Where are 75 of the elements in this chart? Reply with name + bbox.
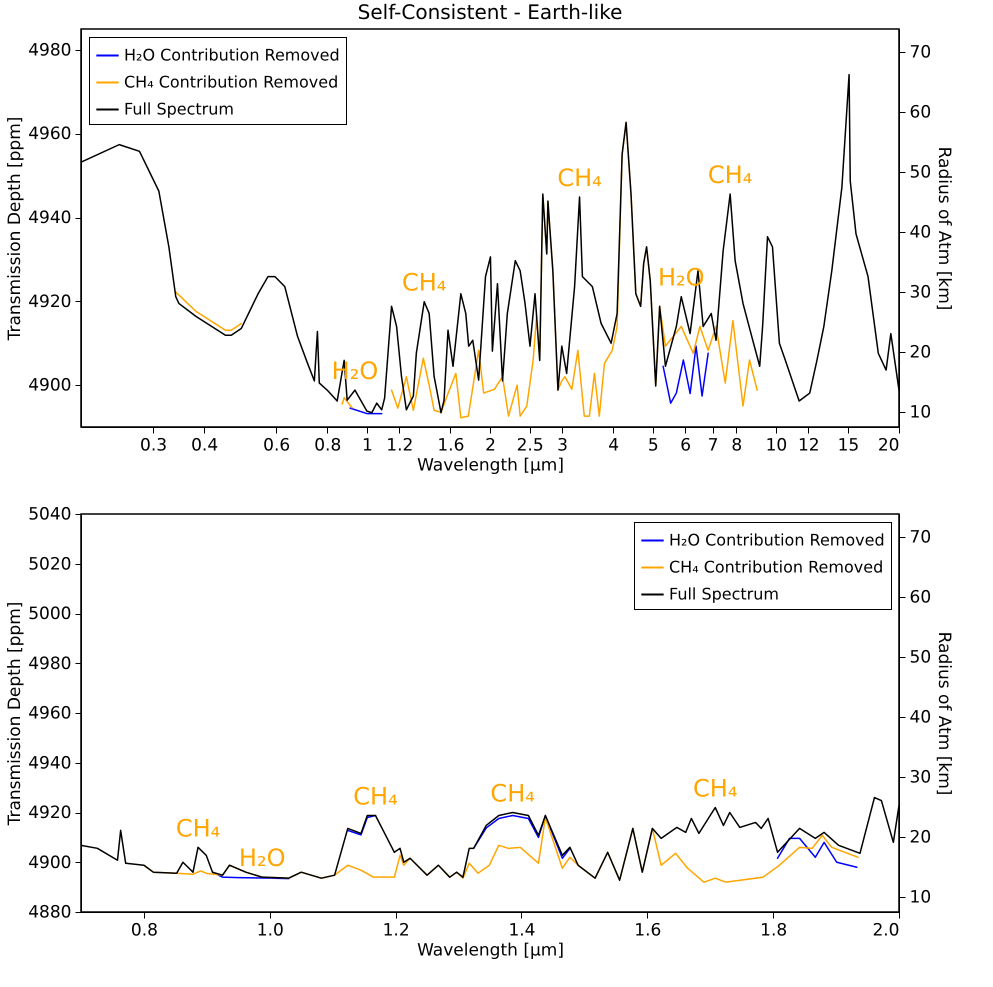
x-tick-label: 20 [878,436,900,456]
annotation: CH₄ [490,780,535,808]
y-tick-label: 5000 [28,604,72,624]
x-tick-label: 0.8 [314,436,342,456]
legend-label: H₂O Contribution Removed [124,46,340,64]
y2-axis-title: Radius of Atm [km] [934,632,954,796]
x-tick-label: 7 [708,436,718,456]
x-tick-label: 2 [485,436,496,456]
y-tick-label: 4960 [28,124,72,144]
y2-tick-label: 40 [910,222,932,242]
x-axis-title: Wavelength [μm] [417,940,564,960]
y-axis-title: Transmission Depth [ppm] [5,116,26,342]
y2-tick-label: 40 [910,707,932,728]
y-tick-label: 4920 [28,292,72,312]
x-tick-label: 4 [608,436,620,456]
x-axis-title: Wavelength [μm] [417,456,564,476]
y-tick-label: 4920 [28,803,72,823]
x-tick-label: 12 [798,436,820,456]
y2-tick-label: 10 [910,887,932,908]
y-tick-label: 4960 [28,704,72,724]
x-tick-label: 10 [766,436,788,456]
x-tick-label: 8 [731,436,742,456]
y-tick-label: 4940 [28,208,72,228]
x-tick-label: 0.3 [140,436,168,456]
annotation: CH₄ [708,161,752,190]
x-tick-label: 0.8 [130,920,158,940]
x-tick-label: 1 [362,436,373,456]
y2-tick-label: 20 [910,342,932,362]
x-tick-label: 0.4 [191,436,218,456]
y-axis-title: Transmission Depth [ppm] [5,602,26,826]
x-tick-label: 1.4 [508,920,536,940]
x-tick-label: 2.0 [872,920,900,940]
y2-tick-label: 30 [910,767,932,788]
annotation: CH₄ [353,782,398,810]
y-tick-label: 4940 [28,753,72,774]
x-tick-label: 15 [838,436,860,456]
y-tick-label: 4900 [28,852,72,873]
chart-title: Self-Consistent - Earth-like [358,0,622,24]
y2-tick-label: 10 [910,402,932,422]
x-tick-label: 5 [648,436,659,456]
legend-label: CH₄ Contribution Removed [669,558,884,576]
annotation: CH₄ [176,814,220,842]
x-tick-label: 1.0 [256,920,284,940]
y2-tick-label: 50 [910,162,932,182]
x-tick-label: 1.2 [382,920,410,940]
annotation: CH₄ [693,774,738,803]
y-tick-label: 4880 [28,902,72,922]
y2-tick-label: 70 [910,527,932,548]
legend-label: H₂O Contribution Removed [669,530,885,550]
x-tick-label: 2.5 [516,436,544,456]
x-tick-label: 1.2 [386,436,414,456]
x-tick-label: 1.8 [760,920,788,940]
annotation: CH₄ [402,268,446,297]
x-tick-label: 3 [557,436,568,456]
x-tick-label: 1.6 [634,920,662,940]
annotation: CH₄ [557,164,602,192]
legend-label: Full Spectrum [124,100,234,118]
y2-tick-label: 30 [910,282,932,302]
legend-label: Full Spectrum [669,584,779,604]
y-tick-label: 5040 [28,504,72,524]
y2-tick-label: 20 [910,827,932,848]
y2-tick-label: 70 [910,42,932,62]
y2-tick-label: 60 [910,102,932,122]
y-tick-label: 5020 [28,554,72,574]
y-tick-label: 4980 [28,654,72,674]
y-tick-label: 4900 [28,376,72,396]
legend-label: CH₄ Contribution Removed [124,72,338,92]
y2-tick-label: 50 [910,647,932,668]
y-tick-label: 4980 [28,40,72,60]
y2-tick-label: 60 [910,587,932,608]
annotation: H₂O [238,844,286,872]
y2-axis-title: Radius of Atm [km] [934,146,954,310]
x-tick-label: 1.6 [437,436,464,456]
x-tick-label: 6 [680,436,692,456]
x-tick-label: 0.6 [263,436,290,456]
